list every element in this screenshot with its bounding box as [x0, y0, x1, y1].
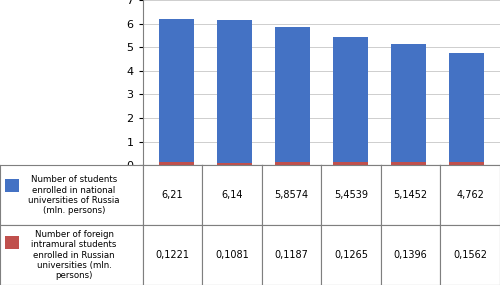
Text: Number of foreign
intramural students
enrolled in Russian
universities (mln.
per: Number of foreign intramural students en…: [32, 230, 117, 280]
Bar: [159, 19, 194, 165]
Bar: [275, 162, 310, 165]
Bar: [449, 53, 484, 165]
Text: 4,762: 4,762: [456, 190, 484, 200]
Bar: [217, 20, 252, 165]
Text: 0,1081: 0,1081: [215, 250, 249, 260]
Bar: [333, 162, 368, 165]
Text: 0,1396: 0,1396: [394, 250, 428, 260]
Text: 0,1187: 0,1187: [274, 250, 308, 260]
Text: 0,1562: 0,1562: [453, 250, 487, 260]
Bar: [275, 27, 310, 165]
Bar: [333, 36, 368, 165]
Text: 5,1452: 5,1452: [394, 190, 428, 200]
Bar: [217, 163, 252, 165]
Text: 0,1221: 0,1221: [156, 250, 190, 260]
Text: 0,1265: 0,1265: [334, 250, 368, 260]
Text: 6,14: 6,14: [221, 190, 242, 200]
Bar: [159, 162, 194, 165]
Bar: [391, 162, 426, 165]
Bar: [449, 162, 484, 165]
Bar: [391, 44, 426, 165]
Text: 5,4539: 5,4539: [334, 190, 368, 200]
Text: Number of students
enrolled in national
universities of Russia
(mln. persons): Number of students enrolled in national …: [28, 175, 120, 215]
Text: 6,21: 6,21: [162, 190, 183, 200]
Text: 5,8574: 5,8574: [274, 190, 308, 200]
